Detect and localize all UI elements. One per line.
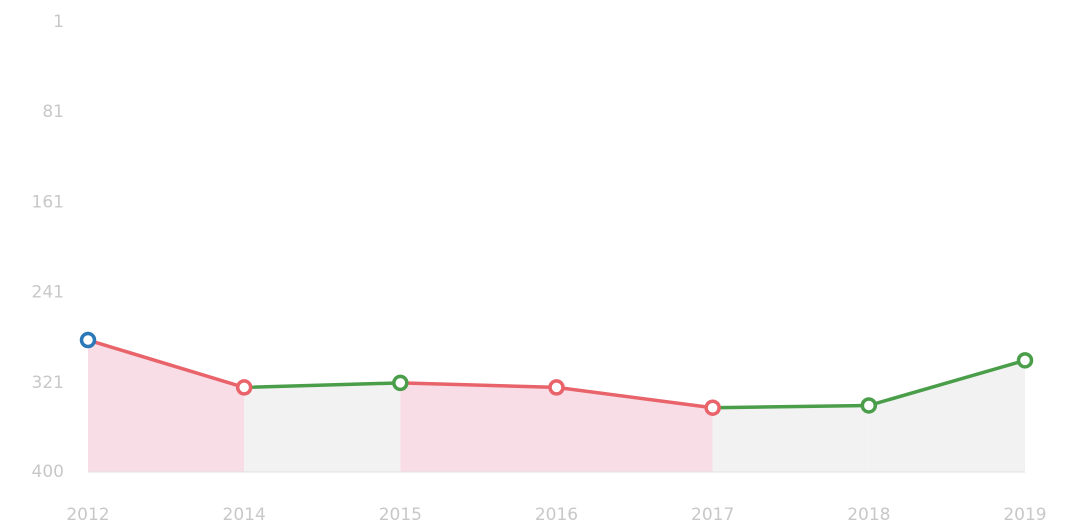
area-segment [400,382,557,472]
y-tick-label: 81 [42,102,64,122]
area-segment [868,360,1025,472]
line-segment [554,385,715,410]
point [704,399,721,416]
y-tick-label: 161 [32,192,64,212]
point [1016,352,1034,369]
area-segment [556,387,713,472]
y-tick-label: 321 [32,373,64,393]
area-segment [244,382,401,472]
y-tick-label: 1 [53,12,64,32]
x-tick-label: 2016 [535,505,578,525]
point [235,379,253,396]
y-tick-label: 400 [32,462,64,482]
point [548,379,565,396]
area-segment [88,340,245,472]
point [860,397,878,414]
x-tick-label: 2019 [1003,505,1046,525]
y-tick-label: 241 [32,283,64,303]
x-tick-label: 2015 [379,505,422,525]
line-segment [710,403,871,410]
point [392,374,409,392]
line-segment [867,358,1027,408]
x-tick-label: 2017 [691,505,734,525]
area-segment [712,405,869,472]
x-tick-label: 2014 [223,505,266,525]
line-segment [398,381,559,390]
line-segment [242,381,403,390]
point [79,331,97,349]
x-tick-label: 2018 [847,505,890,525]
line-segment [86,338,246,390]
x-tick-label: 2012 [66,505,109,525]
